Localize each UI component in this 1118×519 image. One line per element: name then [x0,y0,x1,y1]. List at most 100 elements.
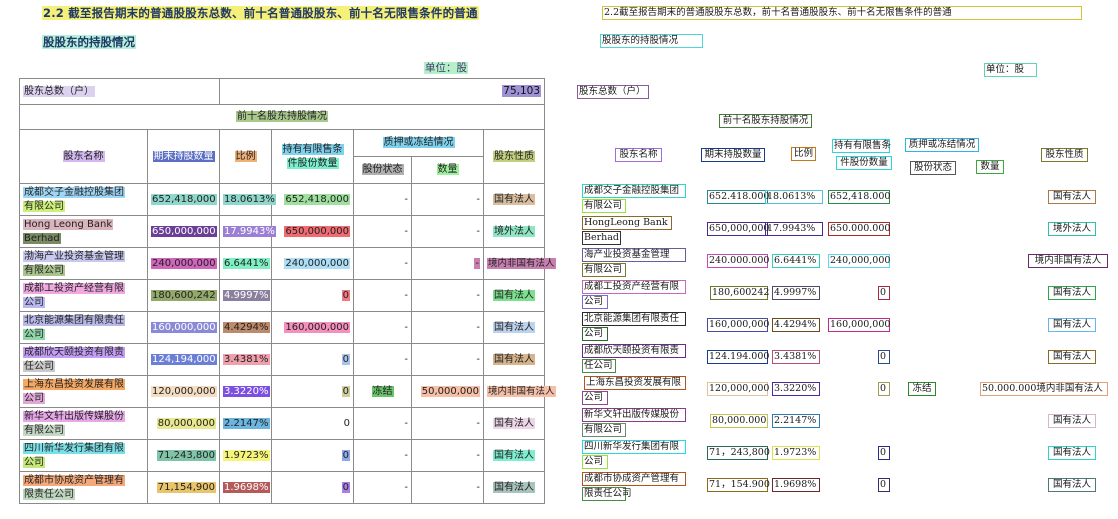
row-amount: - [474,257,480,269]
cell-ratio: 17.9943% [219,215,276,248]
row-quantity: 80,000,000 [156,417,216,429]
ocr-box-row-quantity: 240.000.000 [707,254,770,268]
ocr-box-row-name-line2: 有限公司 [582,263,626,277]
cell-quantity: 160,000,000 [147,311,220,344]
row-status: - [404,258,408,269]
row-quantity: 650,000,000 [151,225,217,237]
row-nature: 国有法人 [493,193,536,205]
row-status: - [404,354,408,365]
ocr-box-row-nature: 国有法人 [1048,478,1096,492]
row-amount: - [476,482,480,493]
ocr-box-row-quantity: 71，243,800 [707,446,770,460]
table-caption-cell: 前十名股东持股情况 [18,104,546,130]
col-header-ratio: 比例 [234,150,257,162]
row-nature: 国有法人 [493,481,536,493]
cell-quantity: 124,194,000 [147,343,220,376]
row-name-line1: 成都欣天颐投资有限责 [23,347,125,358]
col-header-share-status: 股份状态 [361,164,404,176]
total-holders-value: 75,103 [502,85,542,98]
row-quantity: 652,418,000 [151,193,217,205]
row-name-line1: 四川新华发行集团有限 [23,443,125,454]
ocr-box-row-name-line1: HongLeong Bank [582,216,672,230]
table-row: 上海东昌投资发展有限 公司 120,000,000 3.3220% 0 冻结 5… [19,375,556,408]
ocr-box-unit-label: 单位：股 [984,63,1037,77]
row-restricted: 0 [343,418,350,429]
ocr-box-col-header-share-status: 股份状态 [910,161,956,175]
cell-amount: - [411,183,484,216]
cell-status: - [353,343,412,376]
ocr-box-row-name-line1: 新华文轩出版传媒股份 [582,408,686,422]
row-name-line2: 有限公司 [23,424,65,436]
table-row-caption: 前十名股东持股情况 [18,104,546,130]
cell-restricted: 0 [271,375,354,408]
cell-ratio: 4.9997% [219,279,272,312]
ocr-box-row-name-line2: 任公司 [582,359,616,373]
ocr-box-row-quantity: 180,600242 [710,286,770,300]
ocr-box-title-line2: 股股东的持股情况 [600,34,703,48]
cell-restricted: 652,418,000 [271,183,354,216]
cell-nature: 境内非国有法人 [482,375,556,408]
row-nature: 国有法人 [493,289,536,301]
ocr-box-row-nature: 国有法人 [1048,286,1096,300]
ocr-box-row-quantity: 71，154.900 [707,478,770,492]
cell-quantity: 71,243,800 [147,439,220,472]
cell-amount: - [411,247,484,280]
row-name-line2: 有限公司 [23,200,65,212]
ocr-box-row-quantity: 650,000,000 [707,222,770,236]
ocr-box-row-nature: 境内非国有法人 [1028,254,1108,268]
cell-status: - [353,407,412,440]
row-status: - [404,226,408,237]
cell-ratio: 2.2147% [219,407,272,440]
row-name-line2: 有限公司 [23,264,65,276]
ocr-box-row-ratio: 3.4381% [772,350,820,364]
row-name-line1: 北京能源集团有限责任 [23,315,125,326]
ocr-box-row-nature: 国有法人 [1048,350,1096,364]
table-row-total-holders: 股东总数（户） 75,103 [19,78,546,105]
ocr-box-col-header-restricted-line1: 持有有限售条 [832,139,892,153]
row-quantity: 240,000,000 [151,257,217,269]
ocr-box-row-restricted: 652,418.000 [828,190,891,204]
row-quantity: 124,194,000 [151,353,217,365]
cell-amount: - [411,343,484,376]
table-row: 北京能源集团有限责任 公司 160,000,000 4.4294% 160,00… [19,311,546,344]
ocr-box-row-restricted: 650.000.000 [828,222,891,236]
cell-restricted: 0 [271,439,354,472]
ocr-box-row-name-line1: 海产业投资基金管理 [582,248,686,262]
row-nature: 国有法人 [493,353,536,365]
row-name-line1: Hong Leong Bank [23,219,114,230]
row-ratio: 3.3220% [223,385,270,397]
row-restricted: 0 [341,449,350,461]
col-header-restricted-line1: 持有有限售条 [281,143,344,155]
cell-amount: - [411,439,484,472]
ocr-box-row-ratio: 18.0613% [765,190,823,204]
ocr-box-title-line1: 2.2截至报告期末的普通股股东总数，前十名普通股股东、前十名无限售条件的普通 [602,6,1082,20]
cell-name: 成都市协成资产管理有 限责任公司 [19,471,148,504]
ocr-box-row-name-line1: 成都欣天颐投资有限责 [582,344,686,358]
cell-name: 新华文轩出版传媒股份 有限公司 [19,407,148,440]
cell-status: - [353,183,412,216]
ocr-box-row-nature: 国有法人 [1048,190,1096,204]
row-restricted: 0 [341,385,350,397]
ocr-box-row-ratio: 4.9997% [772,286,820,300]
ocr-box-row-ratio: 4.4294% [772,318,820,332]
cell-quantity: 652,418,000 [147,183,220,216]
cell-amount: - [411,471,484,504]
ocr-box-table-caption: 前十名股东持股情况 [719,114,812,128]
row-restricted: 652,418,000 [284,193,350,205]
row-name-line1: 成都市协成资产管理有 [23,475,125,486]
row-quantity: 180,600,242 [151,289,217,301]
cell-restricted: 650,000,000 [271,215,354,248]
ocr-box-row-nature: 国有法人 [1048,446,1096,460]
row-status: - [404,194,408,205]
ocr-box-row-nature: 境外法人 [1048,222,1096,236]
ocr-box-row-name-line1: 上海东昌投资发展有限 [584,376,686,390]
cell-quantity: 80,000,000 [147,407,220,440]
row-nature: 境外法人 [493,225,536,237]
row-name-line1: 渤海产业投资基金管理 [23,251,125,262]
row-nature: 国有法人 [493,417,536,429]
row-name-line2: 公司 [23,456,45,468]
cell-ratio: 6.6441% [219,247,272,280]
row-ratio: 1.9698% [223,481,270,493]
row-quantity: 71,154,900 [156,481,216,493]
cell-status: - [353,215,412,248]
